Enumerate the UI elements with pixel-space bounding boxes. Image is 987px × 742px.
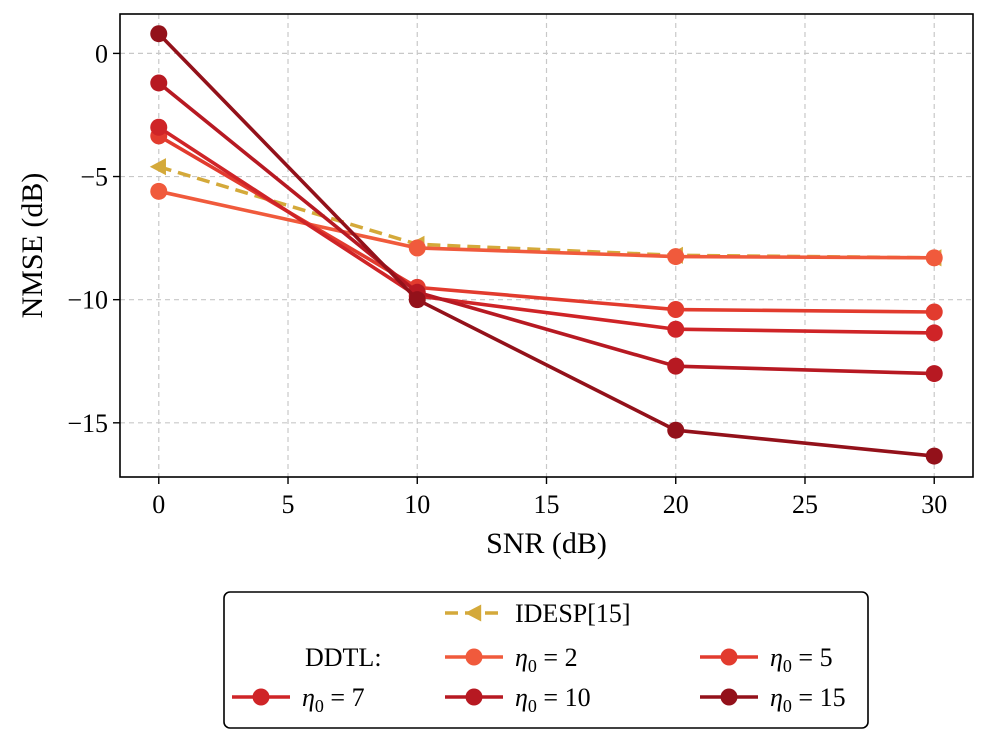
legend-label: η0 = 7	[302, 683, 365, 716]
series-5	[150, 25, 943, 465]
y-tick-label: 0	[95, 39, 108, 68]
legend-box	[223, 591, 869, 729]
series-1	[150, 182, 943, 267]
legend: IDESP[15] η0 = 2 η0 = 5 η0 = 7 η0 = 10 η0 = 1…	[223, 591, 869, 729]
legend-entry-2: η0 = 5	[700, 643, 833, 676]
legend-entry-0: IDESP[15]	[445, 599, 631, 628]
grid	[120, 14, 973, 477]
x-tick-label: 25	[792, 490, 818, 519]
x-tick-label: 15	[534, 490, 560, 519]
legend-entry-5: η0 = 15	[700, 683, 846, 716]
y-tick-label: −10	[67, 286, 108, 315]
plot-frame	[119, 13, 974, 478]
series-line	[157, 81, 935, 376]
data-point	[150, 118, 168, 136]
series-layer	[149, 25, 943, 465]
data-point	[149, 158, 166, 176]
series-4	[150, 74, 943, 383]
data-point	[925, 447, 943, 465]
legend-marker	[465, 604, 482, 622]
data-point	[150, 25, 168, 43]
series-line	[157, 32, 935, 458]
data-point	[408, 291, 426, 309]
legend-label: η0 = 10	[515, 683, 591, 716]
y-axis-label: NMSE (dB)	[16, 173, 49, 319]
y-tick-label: −5	[80, 163, 108, 192]
series-line	[158, 189, 935, 260]
legend-marker	[720, 648, 738, 666]
legend-label: η0 = 2	[515, 643, 578, 676]
x-tick-label: 30	[921, 490, 947, 519]
data-point	[667, 421, 685, 439]
data-point	[408, 239, 426, 257]
legend-entry-1: η0 = 2	[445, 643, 578, 676]
data-point	[150, 182, 168, 200]
data-point	[925, 303, 943, 321]
data-point	[667, 357, 685, 375]
x-tick-label: 20	[663, 490, 689, 519]
legend-marker	[465, 648, 483, 666]
data-point	[925, 324, 943, 342]
data-point	[667, 320, 685, 338]
y-tick-label: −15	[67, 409, 108, 438]
legend-label: η0 = 5	[770, 643, 833, 676]
legend-entry-3: η0 = 7	[232, 683, 365, 716]
legend-label: IDESP[15]	[515, 599, 631, 628]
series-0	[149, 158, 942, 267]
x-axis-label: SNR (dB)	[486, 527, 607, 560]
ticks: 0 5 10 15 20 25 30 0 −5 −10 −15	[67, 39, 947, 519]
legend-marker	[720, 688, 738, 706]
legend-marker	[465, 688, 483, 706]
data-point	[925, 249, 943, 267]
legend-entry-4: η0 = 10	[445, 683, 591, 716]
data-point	[667, 301, 685, 319]
legend-group-label: DDTL:	[305, 643, 382, 672]
data-point	[925, 365, 943, 383]
x-tick-label: 10	[404, 490, 430, 519]
x-tick-label: 5	[282, 490, 295, 519]
legend-marker	[252, 688, 270, 706]
data-point	[667, 248, 685, 266]
x-tick-label: 0	[152, 490, 165, 519]
legend-label: η0 = 15	[770, 683, 846, 716]
data-point	[150, 74, 168, 92]
series-line	[157, 125, 935, 335]
